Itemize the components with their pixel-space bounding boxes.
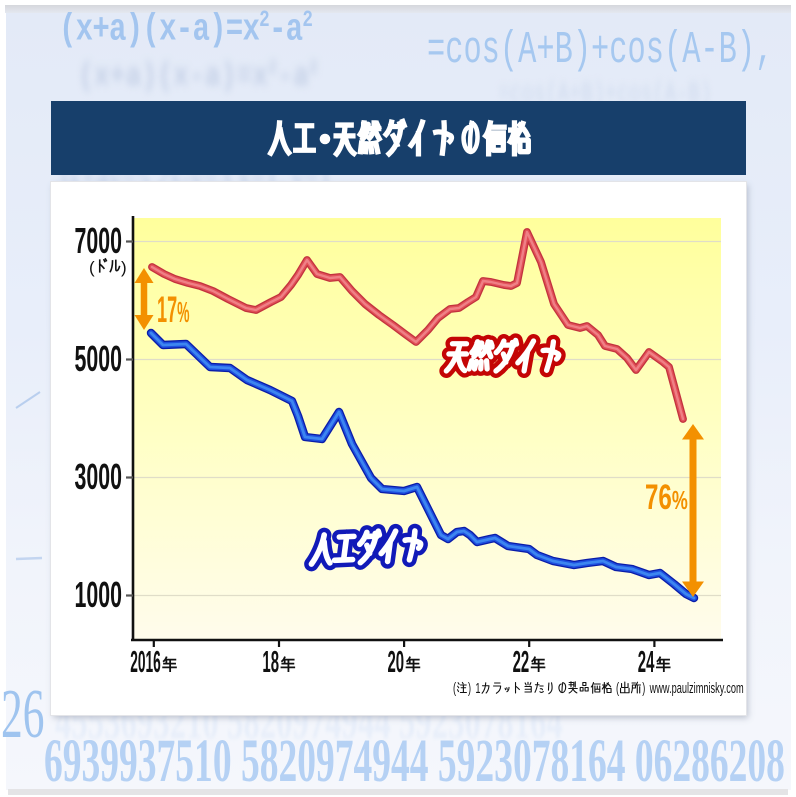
svg-text:76%: 76%	[645, 479, 688, 517]
svg-text:17%: 17%	[157, 290, 190, 331]
svg-text:24: 24	[638, 645, 655, 679]
svg-text:5000: 5000	[75, 339, 122, 379]
svg-text:(: (	[616, 680, 620, 697]
svg-text:20: 20	[387, 645, 404, 679]
svg-text:(: (	[453, 680, 457, 697]
svg-text:www.paulzimnisky.com: www.paulzimnisky.com	[649, 680, 744, 697]
svg-text:1: 1	[475, 680, 480, 697]
svg-text:2016: 2016	[130, 646, 161, 680]
svg-text:18: 18	[262, 645, 279, 679]
svg-text:): )	[468, 680, 471, 697]
svg-text:22: 22	[513, 645, 530, 679]
svg-text:7000: 7000	[75, 221, 122, 261]
svg-text:(: (	[89, 258, 95, 277]
svg-text:3000: 3000	[75, 457, 122, 497]
svg-text:1000: 1000	[75, 575, 122, 615]
svg-text:): )	[121, 258, 127, 277]
svg-text:): )	[642, 680, 645, 697]
